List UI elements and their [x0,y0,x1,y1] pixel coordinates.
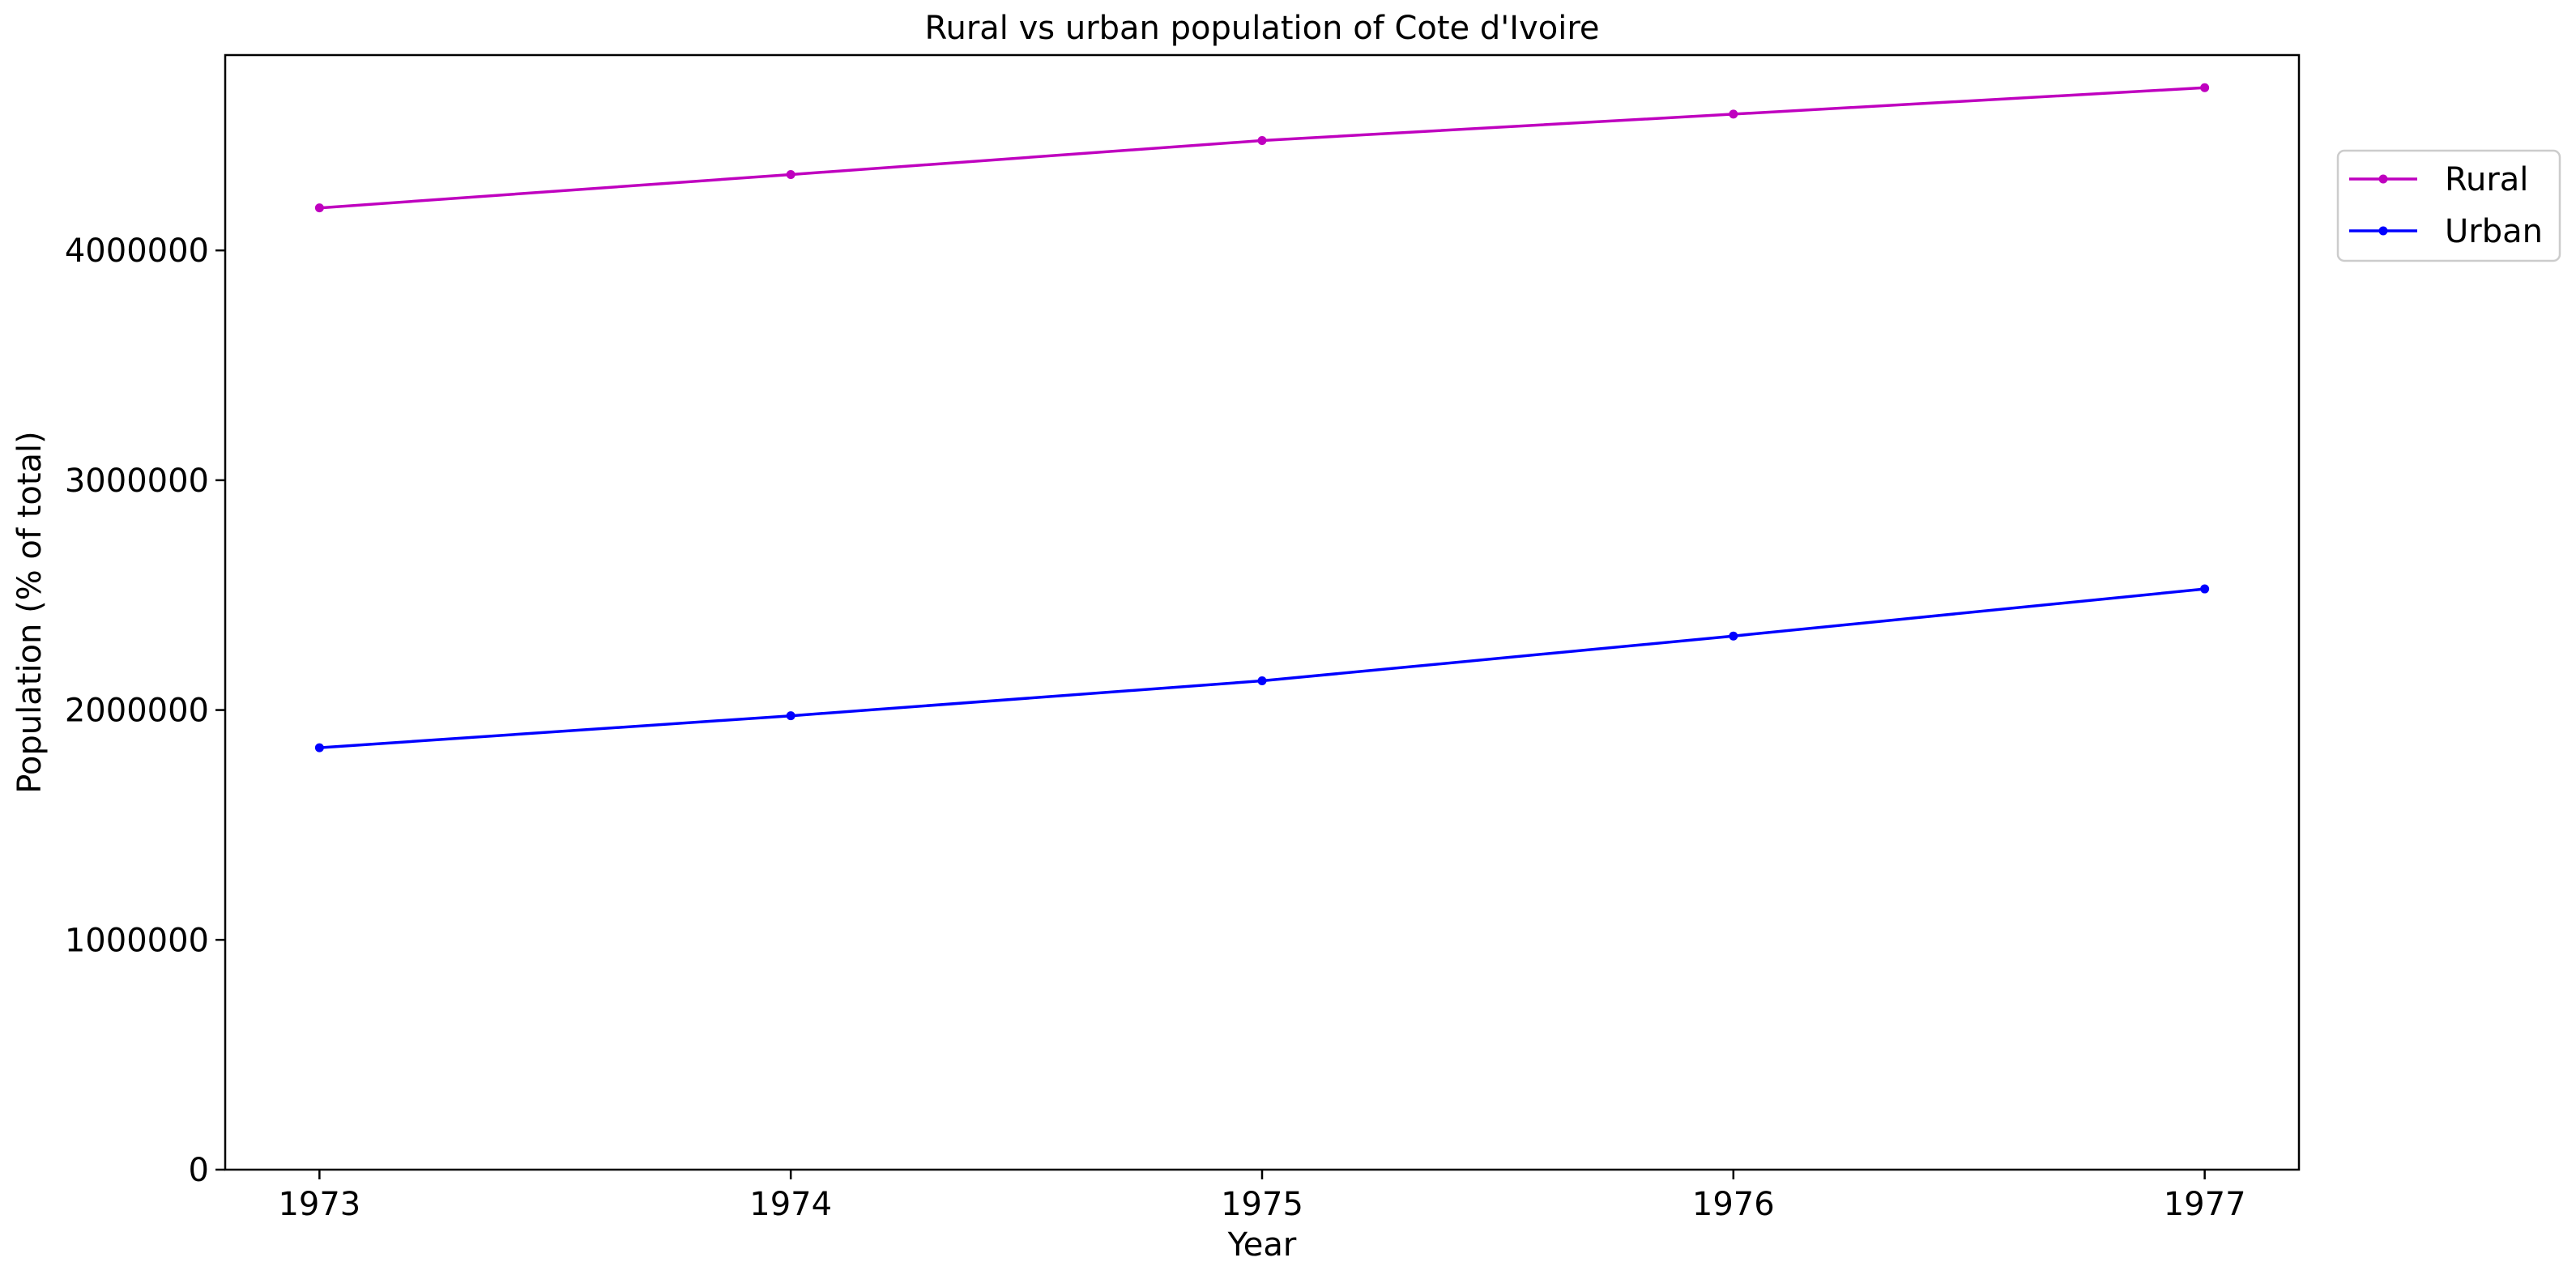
data-point-urban [786,711,795,721]
x-tick-label: 1975 [1221,1186,1303,1223]
legend-marker-rural [2378,174,2388,184]
y-tick-label: 4000000 [65,232,209,270]
series-layer [314,83,2210,752]
series-urban [314,584,2210,752]
data-point-rural [1729,109,1738,119]
y-tick-label: 1000000 [65,922,209,959]
x-axis: 1973 1974 1975 1976 1977 [278,1170,2246,1223]
data-point-urban [2200,584,2210,594]
series-line-rural [319,86,2205,210]
x-axis-label: Year [1227,1226,1297,1264]
y-axis-label: Population (% of total) [11,431,49,794]
legend-label-rural: Rural [2445,161,2528,198]
data-point-rural [786,170,795,180]
data-point-urban [1729,631,1738,641]
x-tick-label: 1973 [278,1186,360,1223]
y-tick-label: 0 [189,1152,209,1189]
chart-title: Rural vs urban population of Cote d'Ivoi… [925,10,1600,47]
y-axis: 0 1000000 2000000 3000000 4000000 [65,232,225,1189]
legend-label-urban: Urban [2445,213,2543,250]
legend-marker-urban [2378,226,2388,236]
y-tick-label: 2000000 [65,693,209,730]
x-tick-label: 1977 [2164,1186,2246,1223]
x-tick-label: 1974 [749,1186,832,1223]
plot-area-frame [224,53,2301,1171]
data-point-urban [1257,676,1267,686]
series-rural [314,83,2210,213]
legend-entries: Rural Urban [2349,161,2543,250]
data-point-rural [2200,83,2210,92]
data-point-rural [314,203,324,213]
data-point-urban [314,743,324,752]
y-tick-label: 3000000 [65,463,209,500]
legend: Rural Urban [2336,149,2561,262]
data-point-rural [1257,136,1267,146]
x-tick-label: 1976 [1692,1186,1775,1223]
series-line-urban [319,587,2205,749]
